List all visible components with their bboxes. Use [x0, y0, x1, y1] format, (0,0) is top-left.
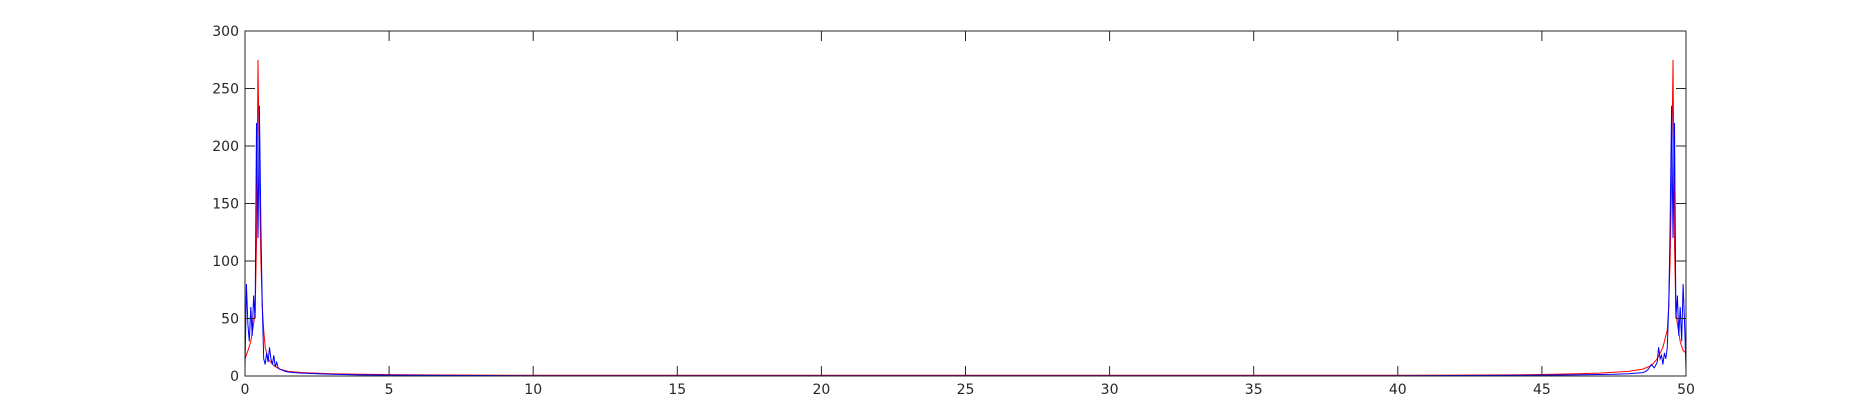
- y-tick-label: 100: [212, 254, 239, 270]
- y-tick-label: 250: [212, 82, 239, 98]
- tick-layer: 0 5 10 15 20 25 30 35 40 45 50 0 50 100 150 200 250 300: [212, 24, 1695, 398]
- y-tick-label: 150: [212, 197, 239, 213]
- x-tick-label: 0: [241, 382, 250, 398]
- plot-frame: [244, 30, 1687, 377]
- x-tick-label: 35: [1245, 382, 1263, 398]
- x-tick-label: 25: [957, 382, 975, 398]
- x-tick-label: 5: [385, 382, 394, 398]
- series-layer: [244, 59, 1687, 377]
- y-tick-label: 300: [212, 24, 239, 40]
- x-tick-label: 15: [668, 382, 686, 398]
- series-line-2: [244, 105, 1687, 377]
- y-tick-label: 50: [221, 312, 239, 328]
- y-tick-label: 0: [230, 369, 239, 385]
- x-tick-label: 30: [1101, 382, 1119, 398]
- x-tick-label: 45: [1533, 382, 1551, 398]
- x-tick-label: 40: [1389, 382, 1407, 398]
- x-tick-label: 20: [812, 382, 830, 398]
- series-line-1: [244, 59, 1687, 376]
- x-tick-label: 10: [524, 382, 542, 398]
- y-tick-label: 200: [212, 139, 239, 155]
- x-tick-label: 50: [1677, 382, 1695, 398]
